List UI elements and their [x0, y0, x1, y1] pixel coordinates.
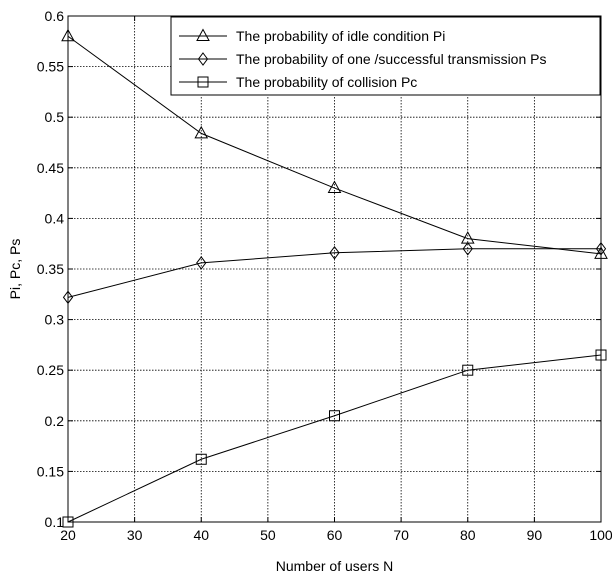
- x-tick-label: 40: [193, 527, 209, 543]
- legend-entry: The probability of idle condition Pi: [179, 28, 445, 44]
- y-tick-label: 0.1: [45, 514, 65, 530]
- x-tick-label: 70: [393, 527, 409, 543]
- y-axis-label: Pi, Pc, Ps: [7, 239, 23, 300]
- x-tick-label: 20: [60, 527, 76, 543]
- y-tick-label: 0.15: [37, 463, 64, 479]
- legend-entry: The probability of one /successful trans…: [179, 51, 546, 67]
- x-axis-label: Number of users N: [276, 558, 393, 574]
- y-tick-label: 0.55: [37, 59, 64, 75]
- x-tick-label: 60: [327, 527, 343, 543]
- series-triangle: [61, 28, 608, 259]
- x-tick-label: 50: [260, 527, 276, 543]
- legend-label: The probability of idle condition Pi: [236, 28, 445, 44]
- y-tick-label: 0.6: [45, 8, 65, 24]
- series-line: [67, 35, 602, 255]
- data-point-diamond: [196, 256, 207, 270]
- data-point-square: [329, 410, 340, 422]
- y-tick-label: 0.2: [45, 413, 65, 429]
- x-tick-label: 80: [460, 527, 476, 543]
- series-diamond: [62, 241, 607, 305]
- y-tick-label: 0.4: [45, 210, 65, 226]
- y-tick-label: 0.5: [45, 109, 65, 125]
- x-tick-label: 30: [127, 527, 143, 543]
- y-tick-label: 0.25: [37, 362, 64, 378]
- series-layer: [61, 28, 608, 528]
- legend-marker-square: [197, 76, 209, 88]
- data-point-square: [195, 453, 207, 465]
- legend-marker-diamond: [197, 52, 209, 66]
- legend-label: The probability of collision Pc: [236, 74, 417, 90]
- x-tick-label: 100: [589, 527, 612, 543]
- legend-entry: The probability of collision Pc: [179, 74, 417, 90]
- legend-marker-triangle: [196, 28, 210, 41]
- x-tick-label: 90: [527, 527, 543, 543]
- data-point-triangle: [327, 180, 342, 194]
- data-point-square: [462, 364, 474, 376]
- y-axis: 0.1 0.15 0.2 0.25 0.3 0.35 0.4 0.45 0.5 0.55 0.6: [37, 8, 601, 530]
- data-point-diamond: [329, 245, 340, 260]
- data-point-diamond: [462, 241, 473, 256]
- y-tick-label: 0.3: [45, 312, 65, 328]
- legend-box: [170, 16, 601, 96]
- y-tick-label: 0.35: [37, 261, 64, 277]
- series-line: [67, 354, 602, 523]
- legend: The probability of idle condition Pi The …: [170, 16, 601, 96]
- series-line: [67, 248, 601, 298]
- x-axis: 20 30 40 50 60 70 80 90 100: [60, 16, 612, 543]
- legend-label: The probability of one /successful trans…: [236, 51, 546, 67]
- y-tick-label: 0.45: [37, 160, 64, 176]
- data-point-triangle: [194, 125, 209, 139]
